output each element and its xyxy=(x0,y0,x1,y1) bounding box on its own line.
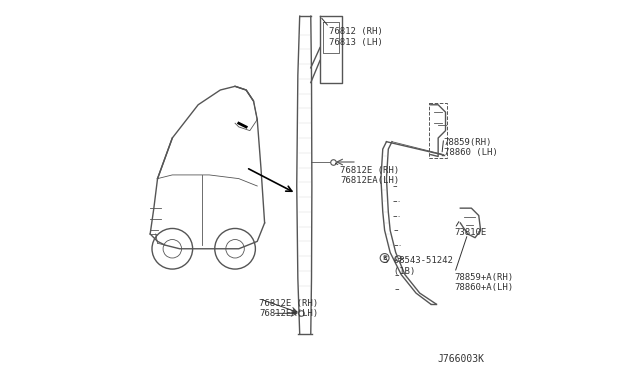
Text: 76812E (RH)
76812EA(LH): 76812E (RH) 76812EA(LH) xyxy=(340,166,399,185)
Text: 76812E (RH)
76812EA(LH): 76812E (RH) 76812EA(LH) xyxy=(259,299,318,318)
Text: 78859(RH)
78860 (LH): 78859(RH) 78860 (LH) xyxy=(444,138,497,157)
Text: 78859+A(RH)
78860+A(LH): 78859+A(RH) 78860+A(LH) xyxy=(455,273,514,292)
Text: S 08543-51242
  (1B): S 08543-51242 (1B) xyxy=(383,256,452,276)
Text: S: S xyxy=(383,255,387,261)
Text: J766003K: J766003K xyxy=(437,354,484,364)
Text: 73810E: 73810E xyxy=(455,228,487,237)
Text: 76812 (RH)
76813 (LH): 76812 (RH) 76813 (LH) xyxy=(329,27,383,46)
